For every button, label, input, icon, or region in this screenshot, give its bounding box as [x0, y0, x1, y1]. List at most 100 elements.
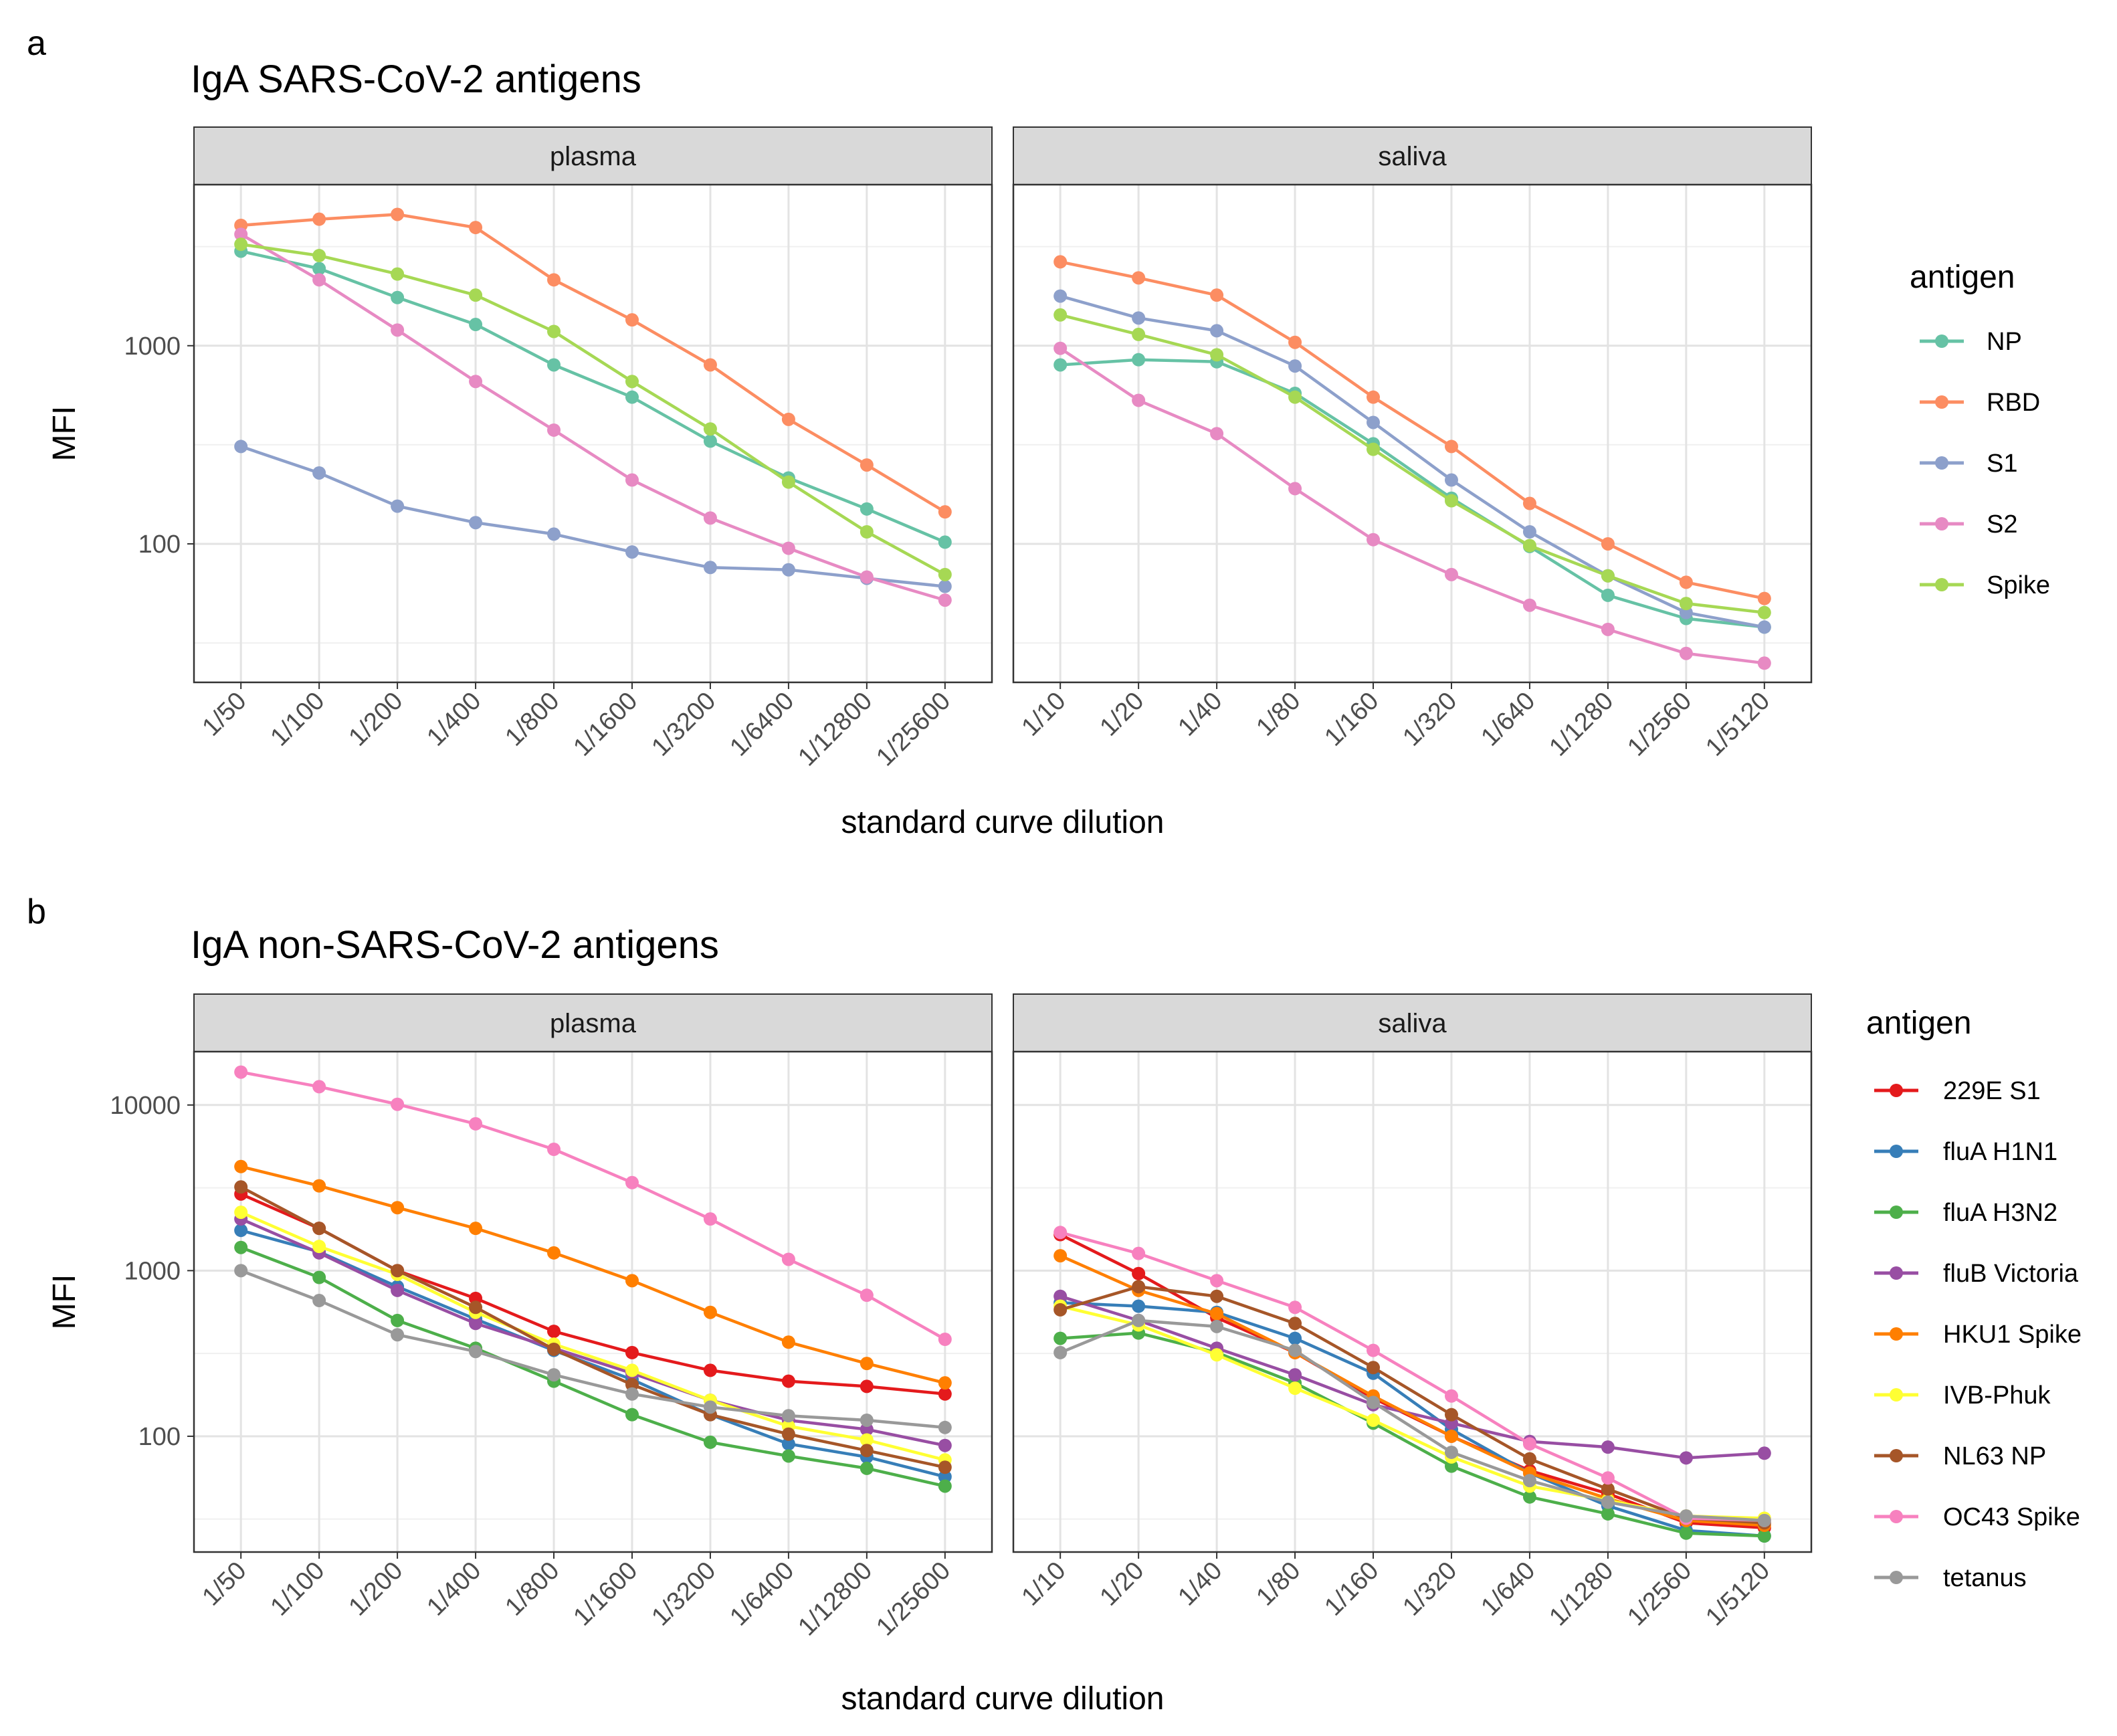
- legend-item-flub-victoria: fluB Victoria: [1874, 1260, 2079, 1288]
- facet-strip-label: plasma: [550, 1009, 637, 1038]
- legend-item-spike: Spike: [1920, 571, 2050, 599]
- chart-title: IgA SARS-CoV-2 antigens: [191, 58, 641, 101]
- data-point: [938, 1438, 952, 1452]
- series-line: [240, 1211, 946, 1462]
- data-point: [1288, 1300, 1302, 1315]
- data-point: [1053, 1249, 1068, 1263]
- data-point: [391, 1328, 405, 1342]
- panel-border: [193, 1050, 993, 1553]
- data-point: [547, 358, 561, 372]
- data-point: [469, 516, 483, 530]
- legend-label: S2: [1987, 510, 2017, 539]
- data-point: [625, 545, 639, 559]
- panel-background: [194, 1052, 992, 1552]
- data-point: [1053, 289, 1068, 303]
- data-point: [860, 1422, 874, 1436]
- data-point: [234, 1205, 248, 1220]
- data-point: [938, 1470, 952, 1484]
- data-point: [547, 1342, 561, 1356]
- panel-background: [1013, 1052, 1811, 1552]
- data-point: [781, 1409, 795, 1423]
- legend-item-rbd: RBD: [1920, 389, 2040, 417]
- data-point: [860, 1413, 874, 1427]
- series-line: [240, 1070, 946, 1341]
- data-point: [938, 567, 952, 581]
- y-tick-label: 1000: [124, 1257, 181, 1285]
- data-point: [1601, 1471, 1615, 1485]
- legend-item-ivb-phuk: IVB-Phuk: [1874, 1381, 2051, 1410]
- data-point: [1288, 1331, 1302, 1345]
- series-line: [1060, 1301, 1765, 1538]
- data-point: [860, 458, 874, 472]
- data-point: [234, 440, 248, 454]
- legend-swatch-point: [1890, 1510, 1903, 1523]
- data-point: [469, 221, 483, 235]
- series-line: [1059, 347, 1765, 665]
- series-line: [1060, 1231, 1765, 1523]
- data-point: [391, 499, 405, 513]
- legend: antigen 229E S1 fluA H1N1 fluA H3N2 fluB Vic…: [1866, 1005, 2082, 1592]
- data-point: [1444, 494, 1458, 508]
- y-axis-title: MFI: [47, 406, 82, 462]
- data-point: [1367, 1361, 1381, 1375]
- series-line: [240, 1269, 946, 1430]
- data-point: [938, 1387, 952, 1401]
- data-point: [625, 1387, 639, 1401]
- legend-label: RBD: [1987, 389, 2040, 417]
- data-point: [1444, 1389, 1458, 1403]
- data-point: [1367, 390, 1381, 404]
- data-point: [860, 1379, 874, 1393]
- data-point: [938, 535, 952, 549]
- data-point: [1601, 1440, 1615, 1454]
- data-point: [1757, 1446, 1771, 1460]
- data-point: [234, 1065, 248, 1079]
- data-point: [781, 475, 795, 489]
- data-point: [1367, 1413, 1381, 1427]
- legend-label: IVB-Phuk: [1943, 1381, 2051, 1410]
- data-point: [312, 1270, 326, 1284]
- panel-a-letter: a: [27, 24, 46, 63]
- data-point: [234, 1159, 248, 1173]
- data-point: [1053, 308, 1068, 322]
- y-tick-label: 100: [138, 531, 181, 559]
- data-point: [1210, 1348, 1224, 1362]
- data-point: [391, 1313, 405, 1327]
- series-spike: [234, 237, 952, 581]
- data-point: [938, 1332, 952, 1346]
- data-point: [625, 1345, 639, 1359]
- facet-strip: [1013, 126, 1812, 185]
- data-point: [938, 1376, 952, 1390]
- legend-title: antigen: [1910, 260, 2015, 295]
- data-point: [1444, 1459, 1458, 1473]
- data-point: [1601, 1482, 1615, 1496]
- data-point: [1053, 1303, 1068, 1317]
- series-rbd: [234, 207, 952, 519]
- data-point: [391, 1201, 405, 1215]
- data-point: [1757, 591, 1771, 605]
- data-point: [1757, 605, 1771, 619]
- data-point: [938, 1420, 952, 1434]
- data-point: [1757, 656, 1771, 670]
- data-point: [781, 563, 795, 577]
- legend-label: fluB Victoria: [1943, 1260, 2079, 1288]
- data-point: [781, 1437, 795, 1451]
- data-point: [469, 288, 483, 302]
- data-point: [547, 527, 561, 541]
- data-point: [469, 1300, 483, 1315]
- data-point: [1367, 1395, 1381, 1410]
- data-point: [703, 434, 717, 448]
- series-line: [1060, 1331, 1765, 1538]
- data-point: [1522, 1437, 1536, 1451]
- data-point: [1757, 1513, 1771, 1527]
- legend-item-s1: S1: [1920, 450, 2017, 478]
- data-point: [1288, 1317, 1302, 1331]
- series-line: [240, 250, 946, 544]
- data-point: [703, 422, 717, 436]
- data-point: [1601, 569, 1615, 583]
- data-point: [547, 1246, 561, 1260]
- legend-item-oc43-spike: OC43 Spike: [1874, 1503, 2080, 1531]
- legend-swatch-point: [1935, 395, 1948, 409]
- data-point: [1210, 1307, 1224, 1321]
- data-point: [860, 1357, 874, 1371]
- data-point: [391, 1097, 405, 1111]
